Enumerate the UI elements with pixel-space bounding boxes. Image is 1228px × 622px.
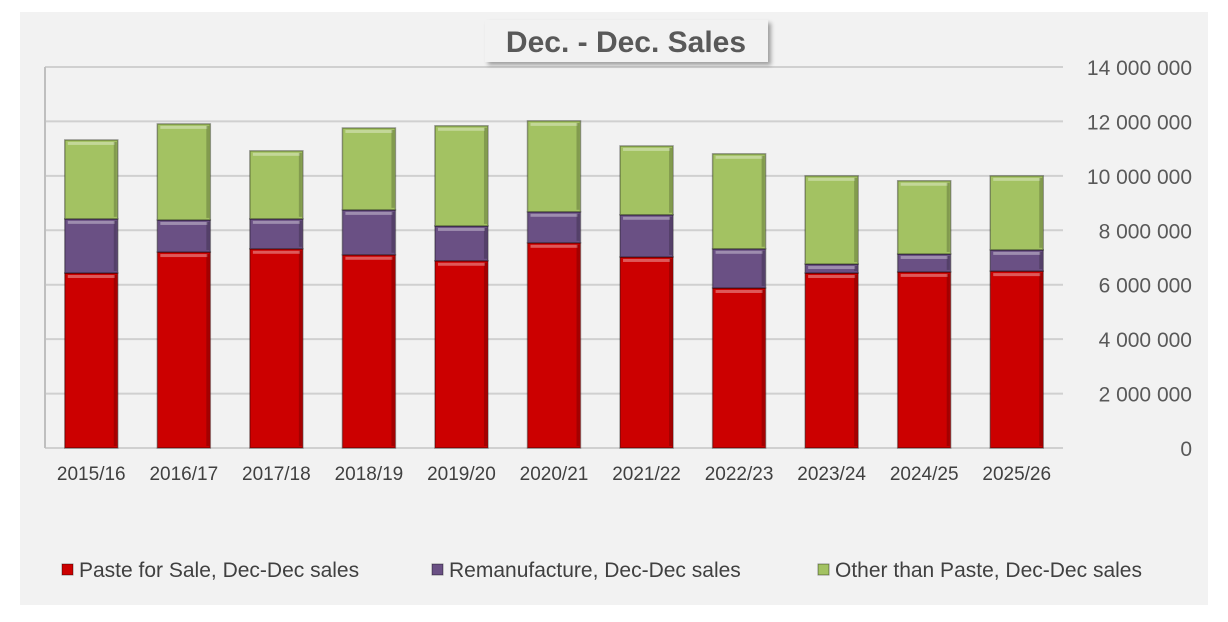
bar-segment-paste: [341, 254, 397, 449]
y-tick-label: 6 000 000: [1099, 275, 1192, 298]
legend-swatch: [61, 563, 74, 576]
x-tick-label: 2021/22: [612, 464, 681, 485]
legend-label: Paste for Sale, Dec-Dec sales: [79, 559, 359, 582]
bar-segment-remanufacture: [64, 218, 119, 274]
bar-segment-paste: [711, 287, 767, 449]
bar-segment-remanufacture: [526, 211, 582, 244]
bar-segment-other: [341, 127, 397, 211]
x-tick-label: 2016/17: [149, 464, 218, 485]
bar-segment-paste: [249, 248, 304, 449]
x-tick-label: 2020/21: [520, 464, 589, 485]
legend-item: Paste for Sale, Dec-Dec sales: [61, 559, 359, 582]
bar-segment-paste: [64, 272, 119, 449]
y-tick-label: 12 000 000: [1087, 111, 1192, 134]
bar-segment-paste: [619, 256, 674, 449]
bar-segment-other: [896, 180, 952, 255]
bar-segment-remanufacture: [711, 248, 767, 289]
bar-segment-paste: [896, 271, 952, 449]
bar-segment-remanufacture: [804, 263, 859, 274]
bar-segment-other: [619, 145, 674, 216]
x-tick-label: 2023/24: [797, 464, 866, 485]
bar-segment-other: [711, 153, 767, 250]
x-tick-label: 2024/25: [890, 464, 959, 485]
x-tick-label: 2019/20: [427, 464, 496, 485]
chart-title-box: Dec. - Dec. Sales: [485, 20, 768, 62]
y-tick-label: 0: [1180, 438, 1192, 461]
y-tick-label: 10 000 000: [1087, 166, 1192, 189]
x-tick-label: 2017/18: [242, 464, 311, 485]
bar-segment-other: [249, 150, 304, 220]
bar-segment-other: [434, 125, 489, 227]
bar-segment-paste: [434, 260, 489, 449]
bar-segment-other: [989, 175, 1044, 251]
y-tick-label: 4 000 000: [1099, 329, 1192, 352]
bar-segment-remanufacture: [619, 214, 674, 258]
legend-item: Remanufacture, Dec-Dec sales: [431, 559, 741, 582]
legend-label: Remanufacture, Dec-Dec sales: [449, 559, 741, 582]
legend-swatch: [817, 563, 830, 576]
bar-segment-paste: [989, 270, 1044, 449]
bar-segment-paste: [156, 251, 212, 449]
bar-segment-other: [156, 123, 212, 221]
bar-segment-remanufacture: [989, 249, 1044, 272]
x-tick-label: 2022/23: [705, 464, 774, 485]
bar-segment-remanufacture: [434, 225, 489, 262]
bar-segment-remanufacture: [249, 218, 304, 250]
legend-item: Other than Paste, Dec-Dec sales: [817, 559, 1142, 582]
y-tick-label: 2 000 000: [1099, 384, 1192, 407]
bar-segment-other: [64, 139, 119, 220]
x-tick-label: 2018/19: [335, 464, 404, 485]
bar-segment-remanufacture: [341, 209, 397, 256]
x-tick-label: 2015/16: [57, 464, 126, 485]
legend-label: Other than Paste, Dec-Dec sales: [835, 559, 1142, 582]
bar-segment-paste: [526, 242, 582, 449]
y-tick-label: 8 000 000: [1099, 220, 1192, 243]
bar-segment-paste: [804, 272, 859, 449]
bar-segment-remanufacture: [896, 253, 952, 273]
legend-swatch: [431, 563, 444, 576]
bar-segment-remanufacture: [156, 219, 212, 253]
chart-title: Dec. - Dec. Sales: [506, 26, 746, 59]
bar-segment-other: [526, 120, 582, 213]
x-tick-label: 2025/26: [982, 464, 1051, 485]
y-tick-label: 14 000 000: [1087, 57, 1192, 80]
bar-segment-other: [804, 175, 859, 265]
